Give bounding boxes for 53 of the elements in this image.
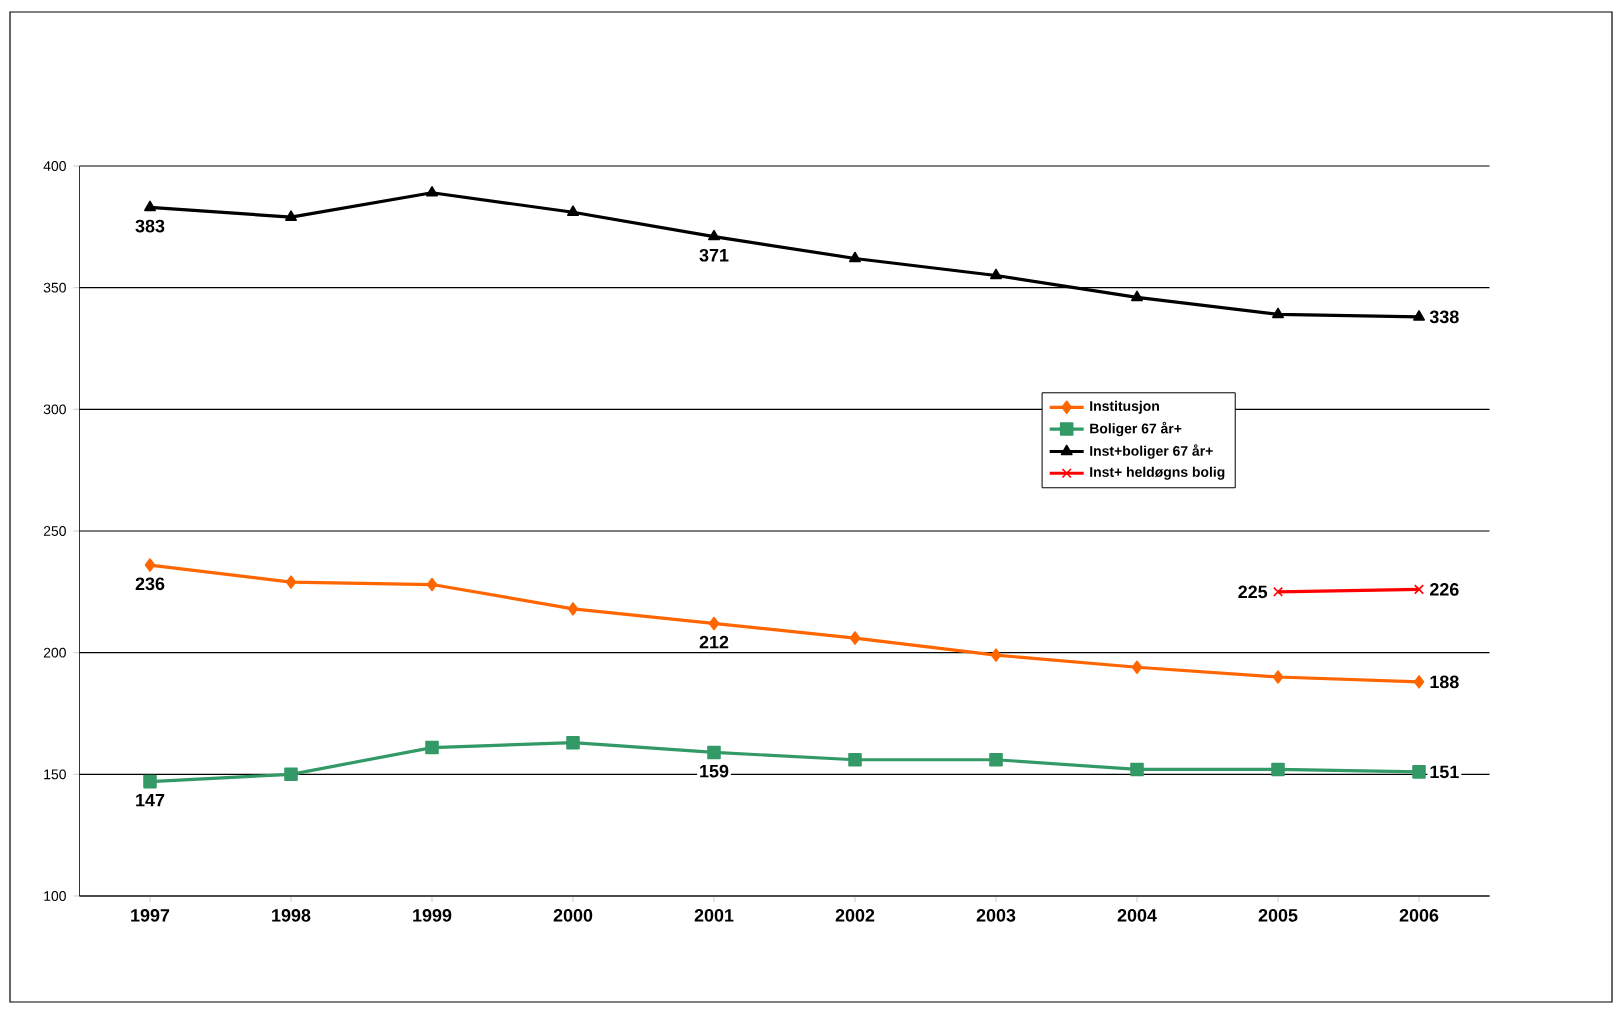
point <box>426 577 438 592</box>
x-tick-label: 2003 <box>976 909 1016 922</box>
point <box>144 558 156 572</box>
point <box>1272 670 1284 684</box>
point <box>1412 765 1426 779</box>
point <box>1130 762 1144 777</box>
data-label: 147 <box>136 793 165 807</box>
x-tick-label: 2001 <box>694 909 734 922</box>
point <box>566 735 580 750</box>
point <box>1413 310 1425 321</box>
point <box>567 602 579 616</box>
point <box>849 631 861 645</box>
data-label: 212 <box>699 635 729 649</box>
point <box>990 268 1002 280</box>
data-label: 371 <box>699 248 729 262</box>
point <box>143 774 157 789</box>
x-tick-label: 2005 <box>1258 909 1298 922</box>
point <box>989 752 1003 767</box>
x-tick-label: 2000 <box>553 909 593 922</box>
data-label: 226 <box>1430 583 1459 596</box>
x-tick-label: 1998 <box>272 909 311 922</box>
point <box>1131 290 1143 302</box>
point <box>285 575 297 589</box>
data-label: 159 <box>700 764 729 778</box>
point <box>707 745 721 760</box>
point <box>708 229 720 241</box>
point <box>708 616 720 631</box>
point <box>426 185 438 197</box>
x-tick-label: 1999 <box>413 909 452 922</box>
data-label: 383 <box>135 219 165 233</box>
point <box>1413 584 1425 595</box>
data-label: 338 <box>1429 310 1459 324</box>
point <box>567 205 579 217</box>
data-label: 225 <box>1238 585 1268 599</box>
x-tick-label: 2006 <box>1399 909 1439 922</box>
data-label: 151 <box>1430 765 1459 779</box>
x-tick-label: 1997 <box>131 909 170 922</box>
point <box>1272 307 1284 319</box>
point <box>1271 762 1285 777</box>
point <box>990 648 1002 662</box>
data-label: 188 <box>1430 675 1459 689</box>
point <box>425 740 439 755</box>
point <box>849 251 861 263</box>
point <box>1413 675 1425 689</box>
point <box>285 210 297 221</box>
x-tick-label: 2002 <box>835 909 875 922</box>
point <box>848 752 862 767</box>
data-label: 236 <box>135 577 165 591</box>
point <box>144 200 156 212</box>
point <box>1131 660 1143 675</box>
point <box>1272 586 1284 597</box>
point <box>284 767 298 782</box>
x-tick-label: 2004 <box>1117 909 1157 922</box>
